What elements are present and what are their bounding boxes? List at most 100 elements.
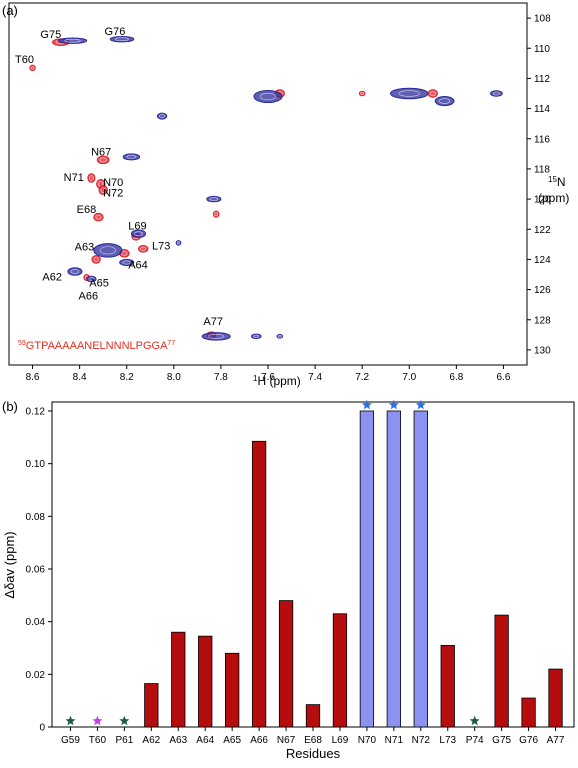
nmr-peak-contour <box>99 246 116 255</box>
nmr-peak-contour <box>360 91 365 96</box>
bar <box>198 635 213 728</box>
nmr-peak-contour <box>93 257 99 262</box>
nmr-peak <box>130 229 147 239</box>
x-tick-label: L73 <box>439 735 456 746</box>
nmr-peak <box>212 210 220 218</box>
x-tick-label: 8.2 <box>120 372 134 383</box>
peak-label: A77 <box>203 316 223 328</box>
bar <box>225 652 240 728</box>
x-tick-label: 7.6 <box>261 372 275 383</box>
peak-label: T60 <box>15 54 34 66</box>
panel-b-ticks: 0 0.02 0.04 0.06 0.08 0.10 0.12 <box>26 407 52 734</box>
nmr-peak <box>358 90 366 97</box>
y-tick-label: 0.12 <box>26 407 46 418</box>
nmr-peak <box>109 35 135 43</box>
nmr-peak-contour <box>64 38 81 43</box>
nmr-peak <box>29 64 36 72</box>
panel-b: (b) 0 0.02 0.04 0.06 0.08 0.10 0.12 G59 T60 P61 A… <box>2 399 575 761</box>
nmr-peak <box>122 153 141 161</box>
nmr-peak <box>138 245 149 253</box>
nmr-peak <box>156 112 168 120</box>
nmr-peak <box>253 89 283 104</box>
panel-a-xlabel-sup: 1 <box>253 374 258 383</box>
nmr-peak-contour <box>214 212 219 217</box>
nmr-peak <box>206 195 222 203</box>
panel-a-frame <box>8 2 528 366</box>
x-tick-label: G76 <box>519 735 538 746</box>
x-tick-label: L69 <box>332 735 349 746</box>
nmr-peak <box>98 185 108 196</box>
panel-a-ylabel-main: N <box>557 175 566 189</box>
panel-a-ylabel-unit: (ppm) <box>538 191 569 205</box>
nmr-peak <box>87 173 96 183</box>
y-tick-label: 122 <box>534 225 551 236</box>
x-tick-label: E68 <box>304 735 322 746</box>
x-tick-label: 8.6 <box>26 372 40 383</box>
panel-a-label: (a) <box>2 3 18 18</box>
sequence-end: 77 <box>167 340 175 347</box>
bar <box>494 614 509 728</box>
x-tick-label: T60 <box>89 735 107 746</box>
star-marker <box>92 715 103 726</box>
x-tick-label: 8.4 <box>73 372 87 383</box>
star-marker <box>469 715 480 726</box>
nmr-peak <box>91 255 101 264</box>
x-tick-label: A66 <box>250 735 268 746</box>
nmr-peak-contour <box>70 269 80 274</box>
nmr-peak <box>175 240 182 246</box>
nmr-peak <box>57 37 88 44</box>
x-tick-label: P61 <box>115 735 133 746</box>
nmr-peak <box>67 267 83 276</box>
panel-a-xlabel: 1H (ppm) <box>253 374 301 388</box>
y-tick-label: 0 <box>39 723 45 734</box>
bar <box>440 644 455 728</box>
nmr-peak-contour <box>30 66 35 70</box>
x-tick-label: A62 <box>142 735 160 746</box>
nmr-peak-contour <box>398 90 420 97</box>
x-tick-label: 7.2 <box>355 372 369 383</box>
nmr-peak <box>427 89 439 98</box>
peak-label: N72 <box>103 188 123 200</box>
panel-a-xlabel-main: H (ppm) <box>257 374 300 388</box>
nmr-peak-contour <box>89 175 94 181</box>
star-marker <box>65 715 76 726</box>
y-tick-label: 110 <box>534 44 550 55</box>
nmr-peak <box>93 243 123 258</box>
peak-label: G76 <box>105 26 126 38</box>
y-tick-label: 112 <box>534 74 550 85</box>
peak-label: N70 <box>103 177 123 189</box>
y-tick-label: 108 <box>534 14 551 25</box>
y-tick-label: 0.02 <box>26 670 46 681</box>
peak-label: A64 <box>128 259 148 271</box>
nmr-peak <box>490 90 503 97</box>
sequence-text: GTPAAAAANELNNNLPGGA <box>26 340 168 352</box>
bar <box>548 668 563 728</box>
x-tick-label: G59 <box>61 735 80 746</box>
x-tick-label: 6.6 <box>497 372 511 383</box>
bar <box>305 704 321 728</box>
x-tick-label: G75 <box>492 735 511 746</box>
x-tick-label: 7.8 <box>214 372 228 383</box>
x-tick-label: 7.4 <box>308 372 322 383</box>
nmr-peak-contour <box>99 157 107 163</box>
bar <box>171 631 186 728</box>
panel-b-bars <box>144 410 563 728</box>
star-marker <box>119 715 130 726</box>
panel-a: (a) 8.6 8.4 8.2 8.0 7.8 7.6 7.4 7.2 7.0 6.8 6.6 108… <box>2 2 569 388</box>
nmr-peak-contour <box>95 214 102 220</box>
nmr-peak-contour <box>208 333 225 339</box>
nmr-peak <box>86 275 97 283</box>
y-tick-label: 0.10 <box>26 459 46 470</box>
panel-a-ticks: 8.6 8.4 8.2 8.0 7.8 7.6 7.4 7.2 7.0 6.8 6.6 108 110 1… <box>26 14 552 383</box>
nmr-peak <box>93 212 104 222</box>
nmr-peak-contour <box>439 98 451 104</box>
nmr-peak <box>96 155 110 165</box>
panel-a-peaks <box>29 35 503 341</box>
peak-label: L69 <box>128 220 146 232</box>
nmr-peak-contour <box>122 260 131 265</box>
star-marker <box>415 399 426 410</box>
nmr-peak-contour <box>88 277 95 281</box>
y-tick-label: 116 <box>534 134 550 145</box>
